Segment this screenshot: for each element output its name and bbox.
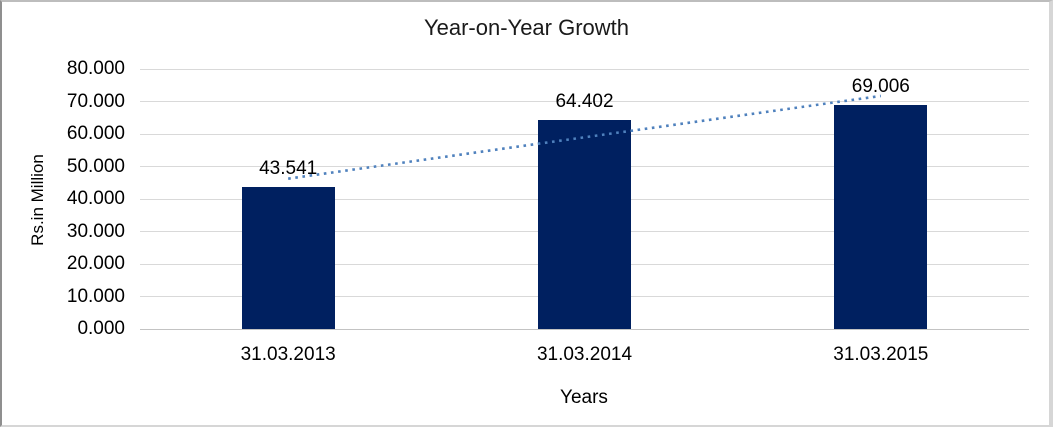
x-category-label: 31.03.2015	[833, 344, 929, 365]
y-tick-label: 50.000	[66, 155, 125, 177]
y-tick-label: 60.000	[66, 123, 125, 144]
y-gridline	[140, 328, 1029, 330]
bar	[241, 187, 335, 329]
y-tick-label: 40.000	[66, 188, 125, 209]
x-category-label: 31.03.2014	[536, 344, 633, 365]
y-tick-label: 0.000	[77, 318, 125, 339]
trendline	[287, 94, 882, 180]
bar	[834, 104, 928, 329]
chart-title: Year-on-Year Growth	[423, 15, 630, 40]
bar-value-label: 43.541	[259, 158, 318, 180]
y-tick-label: 30.000	[66, 220, 125, 242]
y-gridline	[140, 101, 1029, 102]
bar-value-label: 69.006	[851, 75, 910, 97]
y-tick-label: 20.000	[66, 253, 125, 274]
y-tick-label: 80.000	[66, 58, 125, 79]
bar	[538, 119, 631, 329]
y-tick-label: 70.000	[66, 90, 125, 112]
bar-value-label: 64.402	[555, 90, 614, 112]
y-axis-title: Rs.in Million	[28, 154, 47, 246]
y-tick-label: 10.000	[66, 285, 125, 307]
x-axis-title: Years	[560, 387, 608, 408]
x-category-label: 31.03.2013	[240, 344, 336, 365]
y-gridline	[140, 68, 1029, 70]
